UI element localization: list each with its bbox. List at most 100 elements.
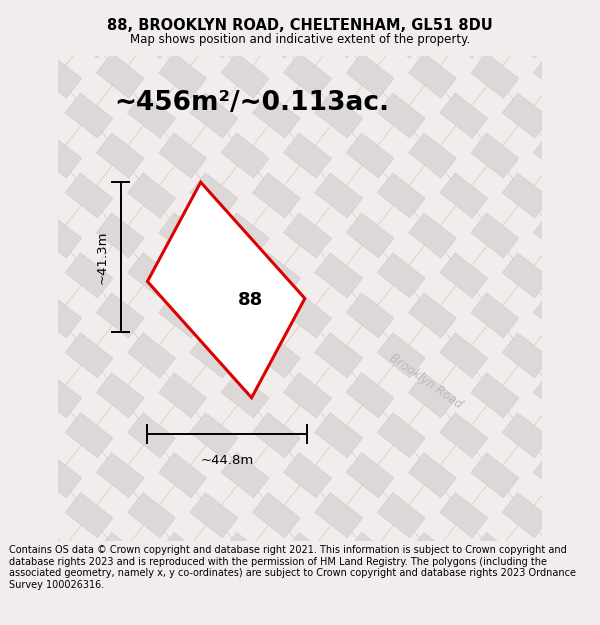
- Polygon shape: [221, 532, 269, 578]
- Polygon shape: [471, 372, 519, 418]
- Polygon shape: [253, 412, 301, 458]
- Polygon shape: [253, 173, 301, 218]
- Polygon shape: [221, 0, 269, 18]
- Polygon shape: [471, 213, 519, 258]
- Polygon shape: [502, 412, 550, 458]
- Polygon shape: [253, 572, 301, 618]
- Polygon shape: [0, 452, 19, 498]
- Polygon shape: [0, 372, 19, 418]
- Polygon shape: [34, 452, 82, 498]
- Text: ~44.8m: ~44.8m: [201, 454, 254, 468]
- Polygon shape: [377, 173, 425, 218]
- Polygon shape: [284, 372, 332, 418]
- Text: Map shows position and indicative extent of the property.: Map shows position and indicative extent…: [130, 33, 470, 46]
- Polygon shape: [440, 332, 488, 378]
- Polygon shape: [502, 253, 550, 298]
- Polygon shape: [346, 532, 394, 578]
- Polygon shape: [0, 53, 19, 98]
- Polygon shape: [159, 372, 206, 418]
- Polygon shape: [284, 292, 332, 338]
- Polygon shape: [0, 133, 19, 178]
- Polygon shape: [409, 213, 457, 258]
- Polygon shape: [127, 173, 175, 218]
- Polygon shape: [159, 452, 206, 498]
- Polygon shape: [565, 173, 600, 218]
- Polygon shape: [533, 292, 581, 338]
- Polygon shape: [253, 93, 301, 138]
- Polygon shape: [440, 253, 488, 298]
- Polygon shape: [409, 53, 457, 98]
- Polygon shape: [65, 332, 113, 378]
- Polygon shape: [127, 572, 175, 618]
- Polygon shape: [65, 93, 113, 138]
- Polygon shape: [315, 173, 363, 218]
- Polygon shape: [440, 412, 488, 458]
- Polygon shape: [2, 13, 50, 58]
- Polygon shape: [96, 213, 144, 258]
- Polygon shape: [159, 0, 206, 18]
- Polygon shape: [65, 13, 113, 58]
- Polygon shape: [440, 93, 488, 138]
- Polygon shape: [533, 133, 581, 178]
- Polygon shape: [565, 572, 600, 618]
- Polygon shape: [284, 213, 332, 258]
- Polygon shape: [253, 253, 301, 298]
- Polygon shape: [533, 372, 581, 418]
- Polygon shape: [502, 492, 550, 538]
- Polygon shape: [377, 253, 425, 298]
- Polygon shape: [377, 93, 425, 138]
- Polygon shape: [502, 572, 550, 618]
- Polygon shape: [346, 53, 394, 98]
- Text: 88, BROOKLYN ROAD, CHELTENHAM, GL51 8DU: 88, BROOKLYN ROAD, CHELTENHAM, GL51 8DU: [107, 18, 493, 32]
- Polygon shape: [2, 173, 50, 218]
- Polygon shape: [284, 53, 332, 98]
- Polygon shape: [502, 332, 550, 378]
- Polygon shape: [377, 332, 425, 378]
- Polygon shape: [502, 13, 550, 58]
- Polygon shape: [221, 213, 269, 258]
- Polygon shape: [190, 572, 238, 618]
- Polygon shape: [284, 452, 332, 498]
- Polygon shape: [34, 53, 82, 98]
- Polygon shape: [2, 332, 50, 378]
- Polygon shape: [346, 0, 394, 18]
- Polygon shape: [34, 133, 82, 178]
- Polygon shape: [0, 0, 19, 18]
- Polygon shape: [377, 13, 425, 58]
- Polygon shape: [221, 53, 269, 98]
- Polygon shape: [127, 412, 175, 458]
- Polygon shape: [533, 213, 581, 258]
- Polygon shape: [533, 452, 581, 498]
- Polygon shape: [284, 532, 332, 578]
- Polygon shape: [471, 532, 519, 578]
- Polygon shape: [533, 0, 581, 18]
- Polygon shape: [565, 13, 600, 58]
- Polygon shape: [471, 0, 519, 18]
- Polygon shape: [440, 13, 488, 58]
- Polygon shape: [127, 93, 175, 138]
- Polygon shape: [315, 412, 363, 458]
- Polygon shape: [127, 492, 175, 538]
- Polygon shape: [221, 452, 269, 498]
- Text: Contains OS data © Crown copyright and database right 2021. This information is : Contains OS data © Crown copyright and d…: [9, 545, 576, 590]
- Polygon shape: [65, 492, 113, 538]
- Polygon shape: [127, 332, 175, 378]
- Polygon shape: [377, 492, 425, 538]
- Polygon shape: [440, 572, 488, 618]
- Polygon shape: [190, 412, 238, 458]
- Polygon shape: [159, 53, 206, 98]
- Polygon shape: [96, 532, 144, 578]
- Polygon shape: [221, 372, 269, 418]
- Text: Brooklyn Road: Brooklyn Road: [387, 351, 465, 411]
- Polygon shape: [315, 93, 363, 138]
- Polygon shape: [159, 532, 206, 578]
- Polygon shape: [565, 492, 600, 538]
- Polygon shape: [533, 532, 581, 578]
- Polygon shape: [159, 213, 206, 258]
- Polygon shape: [0, 532, 19, 578]
- Polygon shape: [284, 133, 332, 178]
- Polygon shape: [315, 332, 363, 378]
- Polygon shape: [190, 253, 238, 298]
- Polygon shape: [253, 332, 301, 378]
- Polygon shape: [471, 452, 519, 498]
